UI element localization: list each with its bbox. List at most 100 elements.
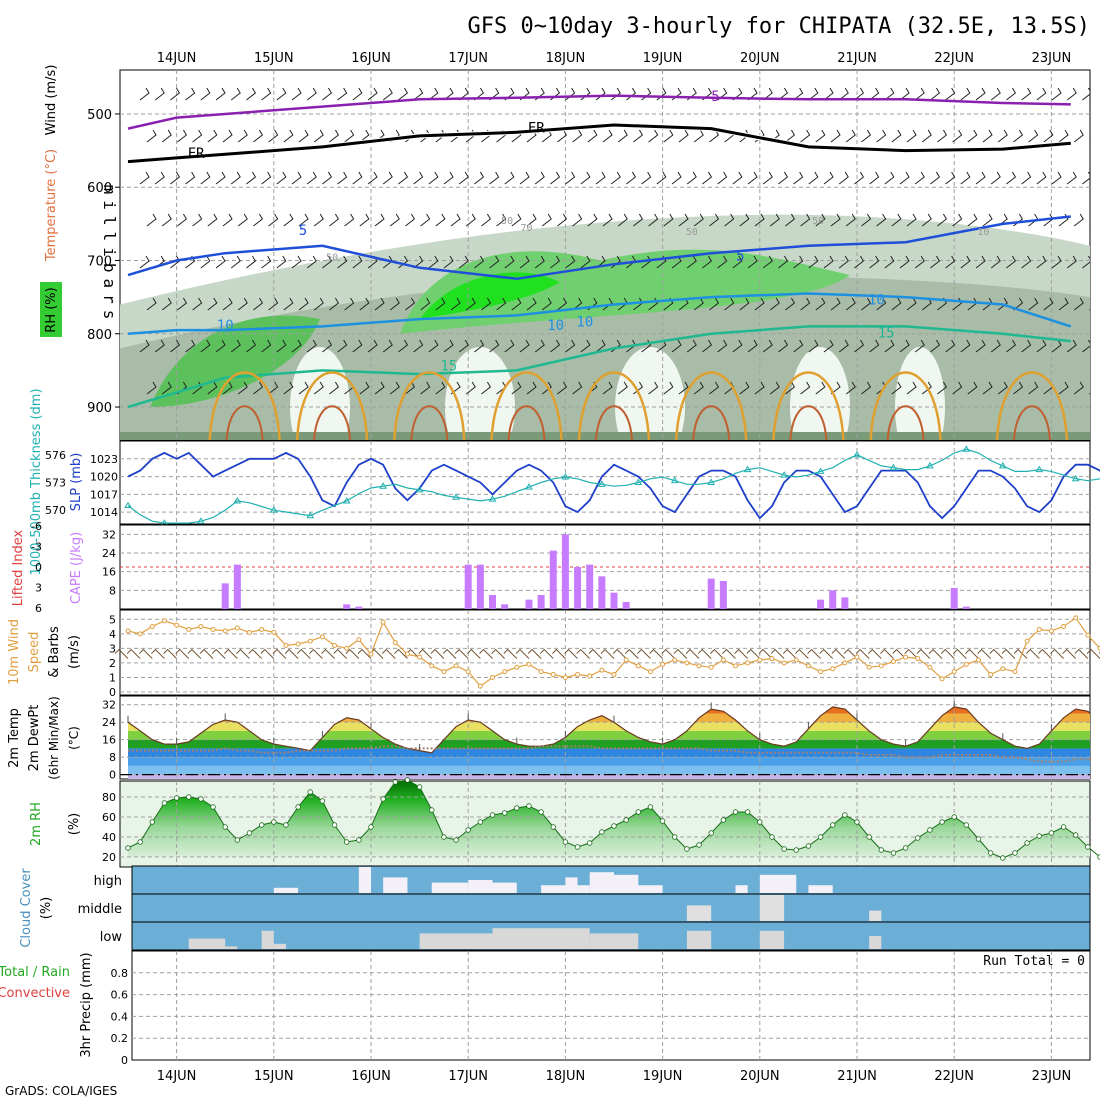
rh-point bbox=[744, 809, 751, 815]
wind-barb bbox=[177, 213, 188, 227]
wind-barb bbox=[838, 339, 849, 353]
contour-labels: -5 FR FR 10 5 5 10 10 10 15 15 50 50 50 50 70 10 bbox=[188, 89, 990, 375]
wind-barb bbox=[595, 339, 606, 353]
contour-label: 10 bbox=[547, 318, 564, 334]
rh-point bbox=[696, 842, 702, 848]
wind-tick-label: 5 bbox=[109, 613, 116, 626]
cloud-low-block bbox=[492, 928, 590, 949]
wind-barb bbox=[1058, 381, 1069, 395]
cape-bar bbox=[355, 606, 363, 609]
temp25-contour bbox=[507, 405, 546, 440]
wind-barb bbox=[550, 339, 561, 353]
wind-barb bbox=[815, 213, 826, 227]
wind-barb bbox=[633, 213, 644, 227]
wind-barb bbox=[845, 381, 856, 395]
rh-point bbox=[757, 819, 763, 825]
thickness-marker bbox=[743, 465, 752, 473]
rh-point bbox=[1060, 824, 1067, 830]
wind-barb bbox=[420, 213, 431, 227]
precip-tick-label: 0 bbox=[121, 1054, 128, 1067]
wind-barb-10m bbox=[795, 648, 809, 659]
wind-barb bbox=[344, 129, 355, 143]
cloud-high-block bbox=[492, 882, 517, 893]
wind-speed-point bbox=[575, 672, 581, 678]
wind-barb bbox=[352, 171, 363, 185]
wind-barb-10m bbox=[673, 648, 688, 659]
wind-barb bbox=[222, 381, 233, 395]
wind-barb bbox=[633, 381, 644, 395]
temp5-contour bbox=[127, 215, 1071, 281]
rh-point bbox=[587, 840, 593, 846]
bottom-date-axis: 14JUN 15JUN 16JUN 17JUN 18JUN 19JUN 20JUN 21JUN… bbox=[157, 1069, 1071, 1084]
wind-barb-10m bbox=[977, 648, 992, 659]
contour-label: 10 bbox=[217, 318, 234, 334]
wind-barb-10m bbox=[867, 648, 882, 659]
temp25-contour bbox=[886, 405, 925, 440]
date-label-bottom: 23JUN bbox=[1032, 1069, 1072, 1084]
temp20-contour bbox=[995, 371, 1069, 440]
wind-barb bbox=[572, 213, 583, 227]
rh-point bbox=[222, 824, 228, 830]
wind-barb bbox=[845, 297, 856, 311]
cloud-high-block bbox=[541, 885, 566, 893]
wind-barb-10m bbox=[138, 648, 153, 659]
wind-barb bbox=[230, 171, 241, 185]
temp25-contour bbox=[313, 405, 352, 440]
rh-point bbox=[392, 779, 398, 785]
wind-barb-10m bbox=[236, 648, 250, 659]
wind10-ylabel-4: (m/s) bbox=[67, 635, 82, 669]
wind-barb bbox=[1082, 255, 1090, 269]
wind-barb bbox=[610, 87, 621, 101]
wind-barb bbox=[975, 87, 986, 101]
wind-barb bbox=[382, 171, 393, 185]
rh-point bbox=[963, 822, 970, 828]
wind-barb-10m bbox=[564, 648, 578, 659]
wind-barb bbox=[146, 297, 157, 311]
wind-barb bbox=[793, 339, 804, 353]
wind-barb bbox=[861, 381, 872, 395]
wind-barb bbox=[937, 213, 948, 227]
wind-speed-point bbox=[174, 622, 180, 628]
rh-shade-light bbox=[895, 347, 945, 440]
wind-barb bbox=[732, 339, 743, 353]
wind-speed-point bbox=[963, 661, 969, 667]
wind-speed-point bbox=[550, 672, 556, 678]
wind-barb bbox=[975, 171, 986, 185]
wind-speed-point bbox=[854, 654, 860, 660]
wind-barb bbox=[845, 129, 856, 143]
cloud-mid-block bbox=[686, 905, 712, 921]
wind-barb bbox=[389, 297, 400, 311]
wind-barb bbox=[960, 339, 971, 353]
wind-barb bbox=[838, 255, 849, 269]
wind-barb-10m bbox=[722, 648, 736, 659]
wind-speed-point bbox=[976, 657, 981, 663]
cape-tick-label: 24 bbox=[102, 547, 116, 560]
wind-barb bbox=[990, 339, 1001, 353]
wind-barb bbox=[845, 213, 856, 227]
wind-barb bbox=[192, 297, 203, 311]
temp20-contour bbox=[295, 371, 369, 440]
rh-point bbox=[574, 844, 581, 850]
cape-bar bbox=[537, 595, 545, 609]
wind-barb bbox=[648, 381, 659, 395]
rh-point bbox=[975, 836, 982, 842]
wind-barb bbox=[982, 381, 993, 395]
pressure-tick-label: 700 bbox=[87, 254, 112, 269]
wind-barb bbox=[1021, 255, 1032, 269]
rh-point bbox=[781, 846, 787, 852]
wind-barb bbox=[359, 213, 370, 227]
temp20-contour bbox=[490, 371, 563, 440]
wind-barb-10m bbox=[454, 648, 469, 659]
wind-speed-point bbox=[647, 669, 653, 675]
rh-shade-green bbox=[400, 249, 850, 334]
wind-barb-10m bbox=[126, 648, 141, 659]
wind-speed-point bbox=[137, 631, 143, 637]
wind-barb bbox=[754, 297, 765, 311]
temp25-contour bbox=[1012, 405, 1051, 440]
wind-barb bbox=[268, 381, 279, 395]
wind-barb-10m bbox=[479, 648, 493, 659]
wind-barb bbox=[222, 297, 233, 311]
wind-speed-point bbox=[222, 628, 228, 634]
wind-barb-10m bbox=[624, 648, 639, 659]
wind-barb-10m bbox=[904, 648, 919, 659]
